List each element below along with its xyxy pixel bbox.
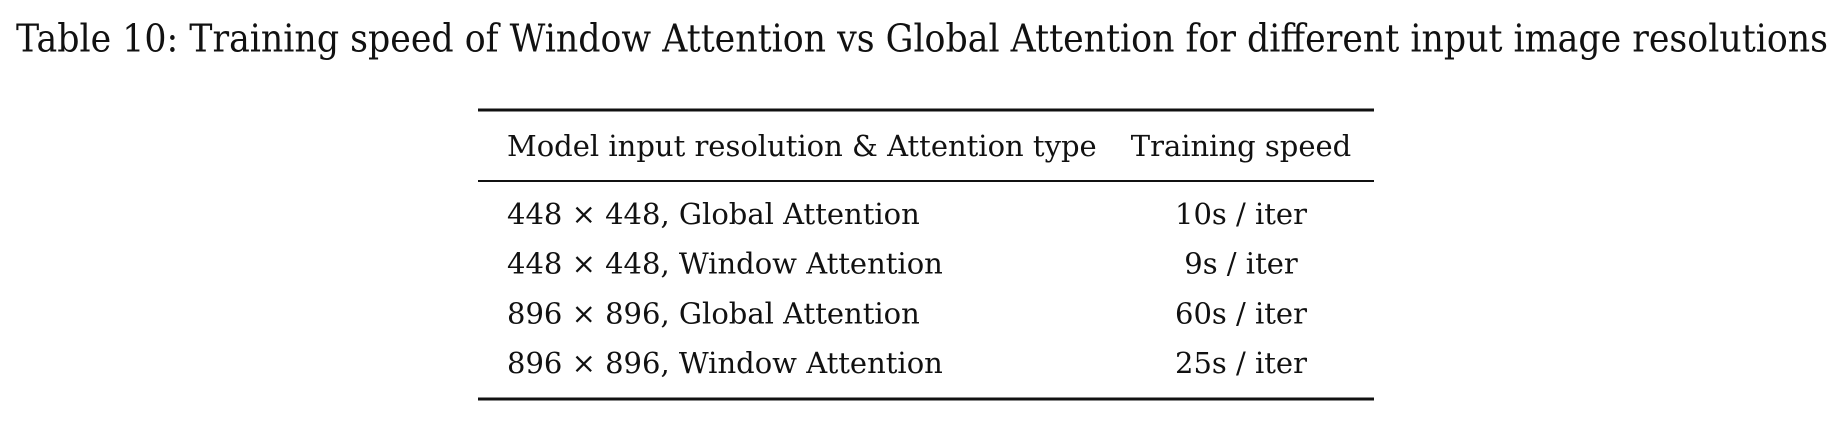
table-cell: 10s / iter bbox=[1175, 197, 1307, 231]
table-cell: 448 × 448, Window Attention bbox=[507, 247, 943, 281]
table-cell: 60s / iter bbox=[1175, 296, 1307, 330]
table-caption: Table 10: Training speed of Window Atten… bbox=[16, 17, 1828, 61]
table-cell: 896 × 896, Window Attention bbox=[507, 346, 943, 380]
header-cell: Model input resolution & Attention type bbox=[507, 129, 1097, 163]
table-cell: 448 × 448, Global Attention bbox=[507, 197, 920, 231]
table-cell: 896 × 896, Global Attention bbox=[507, 296, 920, 330]
table-cell: 25s / iter bbox=[1175, 346, 1307, 380]
table-cell: 9s / iter bbox=[1184, 247, 1298, 281]
header-cell: Training speed bbox=[1131, 129, 1352, 163]
